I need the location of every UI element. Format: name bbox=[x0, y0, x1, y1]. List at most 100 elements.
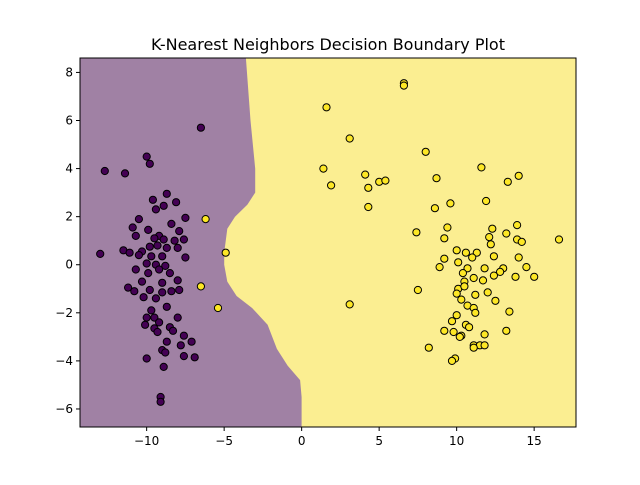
data-point-class-0 bbox=[161, 261, 170, 270]
data-point-class-0 bbox=[137, 277, 147, 286]
data-point-class-0 bbox=[158, 252, 167, 261]
data-point-class-0 bbox=[144, 269, 153, 278]
data-point-class-0 bbox=[172, 198, 181, 207]
data-point-class-1 bbox=[469, 273, 478, 283]
data-point-class-1 bbox=[322, 103, 331, 112]
data-point-class-0 bbox=[179, 352, 188, 361]
x-tick-label: 0 bbox=[298, 434, 306, 448]
y-tick-label: −6 bbox=[55, 402, 73, 416]
data-point-class-1 bbox=[514, 171, 523, 180]
data-point-class-1 bbox=[461, 248, 470, 257]
y-tick-label: −2 bbox=[55, 306, 73, 320]
data-point-class-1 bbox=[477, 163, 486, 172]
data-point-class-1 bbox=[483, 288, 492, 297]
y-tick-label: 8 bbox=[65, 65, 73, 79]
data-point-class-1 bbox=[554, 235, 564, 244]
data-point-class-1 bbox=[447, 317, 457, 326]
data-point-class-1 bbox=[502, 326, 511, 335]
data-point-class-0 bbox=[147, 306, 156, 315]
data-point-class-0 bbox=[175, 285, 184, 295]
data-point-class-0 bbox=[162, 189, 171, 198]
data-point-class-0 bbox=[142, 354, 151, 363]
data-point-class-1 bbox=[449, 327, 458, 337]
data-point-class-0 bbox=[173, 313, 182, 322]
data-point-class-1 bbox=[463, 264, 472, 273]
data-point-class-1 bbox=[364, 202, 373, 212]
data-point-class-0 bbox=[142, 259, 151, 268]
y-tick-label: 4 bbox=[65, 162, 73, 176]
data-point-class-1 bbox=[491, 296, 500, 305]
data-point-class-1 bbox=[412, 228, 421, 237]
data-point-class-0 bbox=[176, 341, 185, 350]
y-tick-label: 6 bbox=[65, 114, 73, 128]
data-point-class-1 bbox=[455, 332, 464, 341]
data-point-class-0 bbox=[125, 248, 134, 257]
data-point-class-1 bbox=[486, 240, 495, 249]
data-point-class-0 bbox=[162, 337, 171, 346]
data-point-class-0 bbox=[134, 215, 143, 224]
data-point-class-1 bbox=[457, 295, 466, 304]
data-point-class-1 bbox=[489, 252, 498, 261]
data-point-class-0 bbox=[187, 337, 196, 346]
data-point-class-0 bbox=[190, 353, 199, 362]
data-point-class-1 bbox=[454, 258, 463, 267]
data-point-class-1 bbox=[421, 147, 430, 156]
y-tick-label: −4 bbox=[55, 354, 73, 368]
plot-area: −10 −5 0 5 10 15 −6 −4 −2 0 2 4 6 8 bbox=[55, 57, 577, 448]
data-point-class-1 bbox=[432, 174, 441, 183]
data-point-class-1 bbox=[327, 181, 336, 190]
data-point-class-0 bbox=[161, 348, 170, 357]
data-point-class-1 bbox=[361, 170, 370, 179]
class-0-region bbox=[80, 58, 302, 427]
data-point-class-0 bbox=[159, 362, 168, 371]
data-point-class-0 bbox=[159, 201, 168, 210]
data-point-class-1 bbox=[502, 229, 511, 238]
data-point-class-1 bbox=[496, 267, 505, 276]
data-point-class-0 bbox=[179, 235, 188, 244]
data-point-class-1 bbox=[489, 271, 498, 280]
data-point-class-0 bbox=[124, 283, 133, 292]
data-point-class-0 bbox=[167, 219, 176, 228]
data-point-class-0 bbox=[142, 313, 151, 322]
data-point-class-0 bbox=[147, 252, 156, 261]
data-point-class-0 bbox=[170, 236, 179, 245]
data-point-class-0 bbox=[158, 278, 167, 287]
data-point-class-0 bbox=[162, 302, 171, 311]
data-point-class-1 bbox=[480, 330, 489, 339]
data-point-class-0 bbox=[181, 213, 190, 222]
x-tick-label: −5 bbox=[215, 434, 233, 448]
data-point-class-0 bbox=[162, 243, 171, 252]
data-point-class-0 bbox=[145, 159, 154, 168]
data-point-class-1 bbox=[472, 248, 481, 257]
data-point-class-1 bbox=[511, 272, 520, 281]
data-point-class-0 bbox=[134, 251, 143, 260]
data-point-class-0 bbox=[131, 231, 140, 240]
data-point-class-0 bbox=[155, 318, 164, 327]
data-point-class-1 bbox=[485, 233, 494, 242]
axes-frame bbox=[79, 57, 577, 428]
data-point-class-1 bbox=[458, 269, 467, 278]
data-point-class-1 bbox=[452, 246, 461, 255]
data-point-class-1 bbox=[345, 300, 354, 309]
data-point-class-0 bbox=[173, 243, 182, 252]
data-point-class-0 bbox=[153, 241, 162, 250]
data-point-class-0 bbox=[145, 242, 154, 251]
data-point-class-1 bbox=[319, 164, 328, 173]
data-point-class-1 bbox=[478, 276, 488, 285]
data-point-class-0 bbox=[158, 288, 167, 297]
data-point-class-0 bbox=[167, 287, 176, 296]
data-point-class-1 bbox=[503, 177, 512, 186]
data-point-class-1 bbox=[480, 341, 489, 350]
data-point-class-1 bbox=[345, 134, 354, 143]
data-point-class-1 bbox=[440, 326, 449, 335]
data-point-class-0 bbox=[100, 166, 109, 176]
x-tick-label: −10 bbox=[134, 434, 159, 448]
data-point-class-1 bbox=[196, 282, 205, 291]
data-point-class-1 bbox=[460, 282, 469, 291]
data-point-class-1 bbox=[469, 343, 478, 352]
data-point-class-0 bbox=[159, 235, 168, 244]
data-point-class-0 bbox=[120, 169, 130, 178]
data-point-class-1 bbox=[452, 311, 461, 320]
